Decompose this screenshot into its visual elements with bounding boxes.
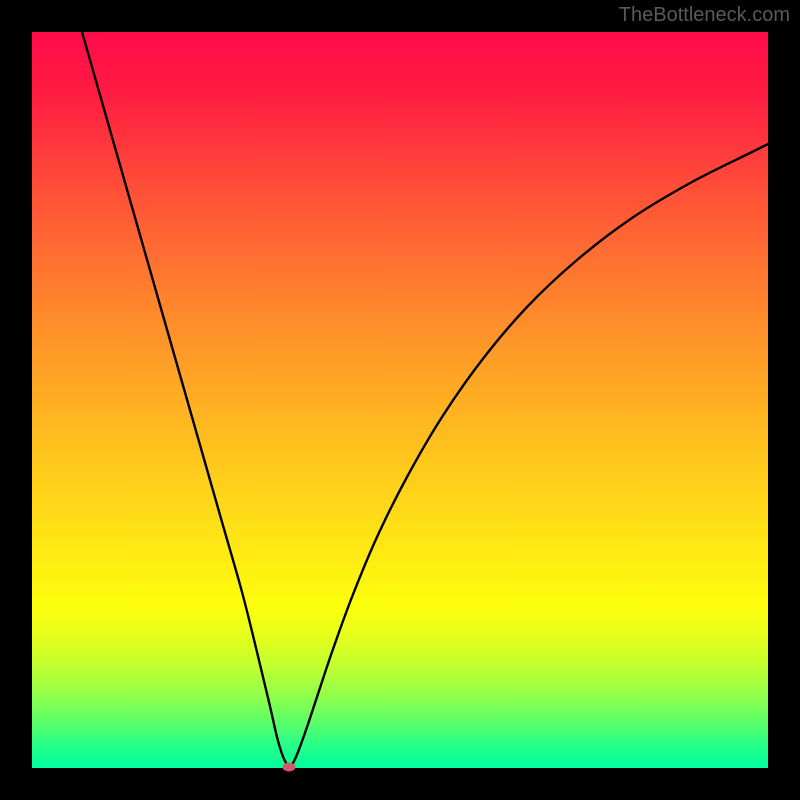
plot-area (32, 32, 768, 768)
bottleneck-curve (32, 32, 768, 768)
chart-container: TheBottleneck.com (0, 0, 800, 800)
watermark-text: TheBottleneck.com (619, 4, 790, 27)
optimum-marker (283, 763, 296, 772)
